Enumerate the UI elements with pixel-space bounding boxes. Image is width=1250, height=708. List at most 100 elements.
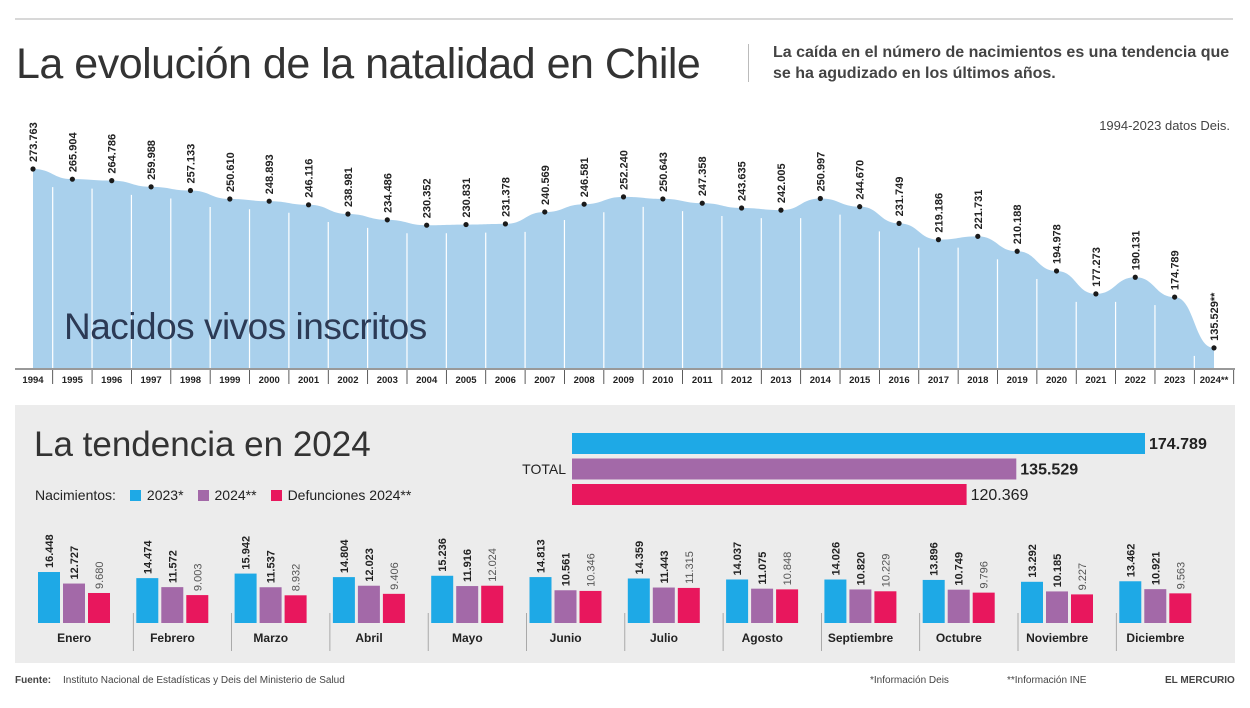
total-bar <box>572 433 1145 454</box>
area-series-label: Nacidos vivos inscritos <box>64 306 427 347</box>
month-value-label: 12.023 <box>364 548 376 582</box>
year-label: 2001 <box>298 375 320 386</box>
footer-source-label: Fuente: <box>15 675 52 686</box>
value-label: 246.116 <box>304 159 316 198</box>
month-value-label: 11.572 <box>167 550 179 583</box>
month-value-label: 13.292 <box>1027 544 1039 578</box>
data-point <box>778 207 784 213</box>
value-label: 250.997 <box>815 152 827 192</box>
month-bar <box>38 572 60 623</box>
data-point <box>1053 268 1060 274</box>
month-value-label: 10.561 <box>561 553 573 587</box>
value-label: 231.749 <box>894 177 906 217</box>
data-point <box>896 220 902 226</box>
month-label: Noviembre <box>1026 631 1088 645</box>
month-value-label: 10.820 <box>855 552 867 586</box>
month-bar <box>1021 581 1043 623</box>
month-bar <box>652 587 675 623</box>
trend-charts: 174.789 135.529 120.369 TOTAL 16.448 12.727 9.… <box>38 433 1207 651</box>
month-value-label: 15.236 <box>437 538 449 572</box>
data-point <box>424 222 430 228</box>
month-bar <box>972 592 995 623</box>
month-value-label: 12.024 <box>487 548 499 582</box>
data-point <box>463 221 469 228</box>
value-label: 265.904 <box>67 132 79 173</box>
value-label: 135.529** <box>1209 292 1221 341</box>
total-value-label: 120.369 <box>971 487 1029 504</box>
data-point <box>1014 248 1020 254</box>
year-label: 1995 <box>62 375 84 386</box>
month-bar <box>874 591 897 623</box>
month-bar <box>88 592 110 623</box>
value-label: 219.186 <box>933 193 945 233</box>
month-bar <box>529 577 552 623</box>
year-label: 2011 <box>692 375 713 386</box>
month-bar <box>947 589 970 623</box>
month-bar <box>456 586 479 623</box>
month-bar <box>63 583 85 623</box>
month-value-label: 9.227 <box>1077 563 1089 591</box>
month-value-label: 14.474 <box>142 540 154 575</box>
month-bar <box>431 575 454 623</box>
month-bar <box>677 587 700 623</box>
month-bar <box>1119 581 1142 623</box>
month-value-label: 10.185 <box>1052 554 1064 588</box>
data-point <box>109 178 115 184</box>
month-bar <box>1046 591 1068 623</box>
month-label: Enero <box>57 631 91 645</box>
footer-brand: EL MERCURIO <box>1165 675 1235 686</box>
month-value-label: 10.229 <box>880 554 892 588</box>
month-label: Abril <box>355 631 382 645</box>
year-label: 1997 <box>141 375 162 386</box>
month-bar <box>1169 593 1192 623</box>
month-bar <box>726 579 749 623</box>
data-point <box>660 196 666 202</box>
month-bar <box>776 589 799 623</box>
year-label: 1994 <box>22 375 44 386</box>
footer-note-ine: **Información INE <box>1007 675 1087 686</box>
month-value-label: 9.563 <box>1175 562 1187 590</box>
month-value-label: 11.315 <box>684 551 696 584</box>
month-bar <box>751 588 774 623</box>
year-label: 2021 <box>1085 375 1107 386</box>
month-bar <box>579 590 602 623</box>
year-label: 2005 <box>455 375 477 386</box>
month-value-label: 11.537 <box>266 550 278 583</box>
value-label: 250.643 <box>658 152 670 192</box>
month-label: Diciembre <box>1126 631 1184 645</box>
data-point <box>620 194 627 200</box>
year-label: 2014 <box>810 375 832 386</box>
data-point <box>739 205 745 211</box>
value-label: 257.133 <box>185 144 197 184</box>
data-point <box>975 233 981 239</box>
month-value-label: 10.848 <box>782 552 794 586</box>
page-subtitle: La caída en el número de nacimientos es … <box>773 44 1230 82</box>
year-label: 1998 <box>180 375 201 386</box>
value-label: 231.378 <box>500 177 512 217</box>
legend-label-defunciones: Defunciones 2024** <box>287 487 412 503</box>
footer-note-deis: *Información Deis <box>870 675 949 686</box>
legend-title: Nacimientos: <box>35 487 116 503</box>
month-value-label: 14.804 <box>339 539 351 574</box>
month-bar <box>284 595 307 623</box>
value-label: 234.486 <box>382 173 394 213</box>
year-label: 2002 <box>337 375 358 386</box>
year-label: 2016 <box>888 375 909 386</box>
data-point <box>1172 294 1178 300</box>
year-label: 2019 <box>1007 375 1028 386</box>
month-bar <box>259 587 282 623</box>
value-label: 194.978 <box>1052 224 1064 264</box>
value-label: 177.273 <box>1091 247 1103 287</box>
year-label: 1996 <box>101 375 122 386</box>
data-point <box>384 217 390 223</box>
year-label: 2006 <box>495 375 516 386</box>
legend-label-2023: 2023* <box>146 487 184 503</box>
month-bar <box>1144 589 1167 623</box>
value-label: 244.670 <box>855 160 867 200</box>
month-bar <box>627 578 650 623</box>
month-value-label: 14.037 <box>732 542 744 576</box>
data-point <box>69 176 75 182</box>
top-rule <box>15 18 1233 20</box>
data-point <box>1132 274 1138 280</box>
data-point <box>266 198 272 204</box>
